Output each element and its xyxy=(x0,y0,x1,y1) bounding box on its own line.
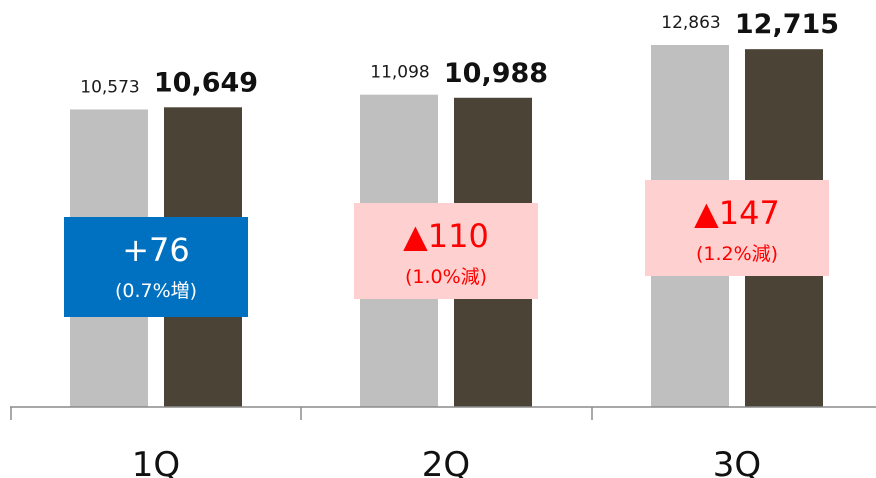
change-amount: +76 xyxy=(122,231,190,269)
category-label-2Q: 2Q xyxy=(422,445,470,478)
value-label-current: 10,649 xyxy=(154,67,258,98)
value-label-previous: 12,863 xyxy=(661,13,720,33)
value-label-current: 12,715 xyxy=(735,9,839,40)
change-box-1Q xyxy=(64,217,248,317)
category-label-1Q: 1Q xyxy=(132,445,180,478)
value-label-previous: 11,098 xyxy=(370,63,429,83)
x-axis: 1Q 2Q 3Q xyxy=(10,406,876,478)
change-annotations-layer: +76 (0.7%増) ▲110 (1.0%減) ▲147 (1.2%減) xyxy=(64,180,829,317)
change-rate: (1.2%減) xyxy=(696,243,778,265)
change-box-2Q xyxy=(354,203,538,299)
value-label-current: 10,988 xyxy=(444,58,548,89)
change-rate: (0.7%増) xyxy=(115,280,197,302)
change-amount: ▲147 xyxy=(694,194,780,232)
value-label-previous: 10,573 xyxy=(80,77,139,97)
value-labels-layer: 10,573 10,649 11,098 10,988 12,863 12,715 xyxy=(80,9,839,98)
change-amount: ▲110 xyxy=(403,217,489,255)
change-box-3Q xyxy=(645,180,829,276)
category-label-3Q: 3Q xyxy=(713,445,761,478)
change-rate: (1.0%減) xyxy=(405,266,487,288)
